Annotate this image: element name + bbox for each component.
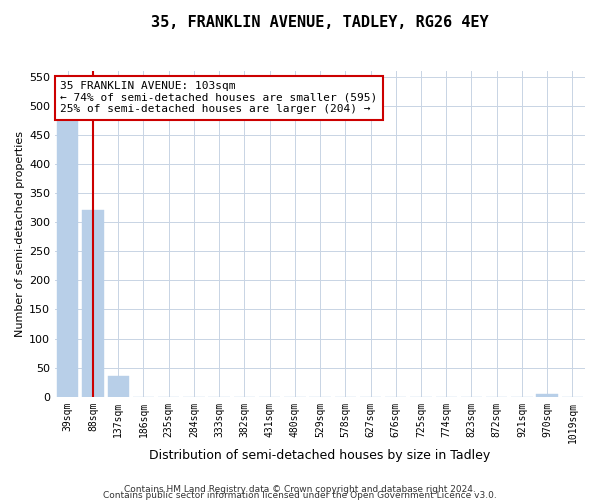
Bar — [107, 376, 129, 396]
Bar — [536, 394, 558, 396]
Text: 35 FRANKLIN AVENUE: 103sqm
← 74% of semi-detached houses are smaller (595)
25% o: 35 FRANKLIN AVENUE: 103sqm ← 74% of semi… — [61, 81, 378, 114]
Text: Contains public sector information licensed under the Open Government Licence v3: Contains public sector information licen… — [103, 491, 497, 500]
X-axis label: Distribution of semi-detached houses by size in Tadley: Distribution of semi-detached houses by … — [149, 450, 491, 462]
Text: Contains HM Land Registry data © Crown copyright and database right 2024.: Contains HM Land Registry data © Crown c… — [124, 484, 476, 494]
Bar — [82, 210, 104, 396]
Title: 35, FRANKLIN AVENUE, TADLEY, RG26 4EY: 35, FRANKLIN AVENUE, TADLEY, RG26 4EY — [151, 15, 489, 30]
Y-axis label: Number of semi-detached properties: Number of semi-detached properties — [15, 131, 25, 337]
Bar — [57, 78, 79, 396]
